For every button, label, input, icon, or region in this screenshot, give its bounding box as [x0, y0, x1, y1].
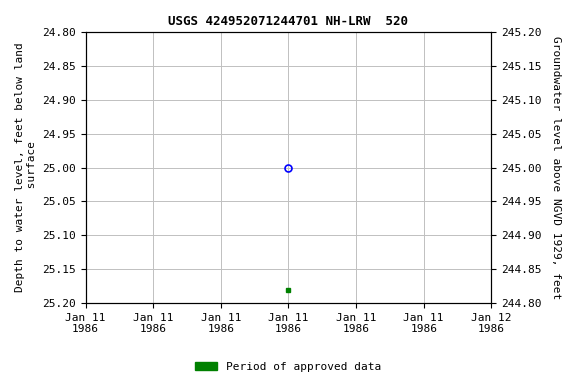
Legend: Period of approved data: Period of approved data: [191, 358, 385, 377]
Title: USGS 424952071244701 NH-LRW  520: USGS 424952071244701 NH-LRW 520: [169, 15, 408, 28]
Y-axis label: Depth to water level, feet below land
 surface: Depth to water level, feet below land su…: [15, 43, 37, 292]
Y-axis label: Groundwater level above NGVD 1929, feet: Groundwater level above NGVD 1929, feet: [551, 36, 561, 299]
